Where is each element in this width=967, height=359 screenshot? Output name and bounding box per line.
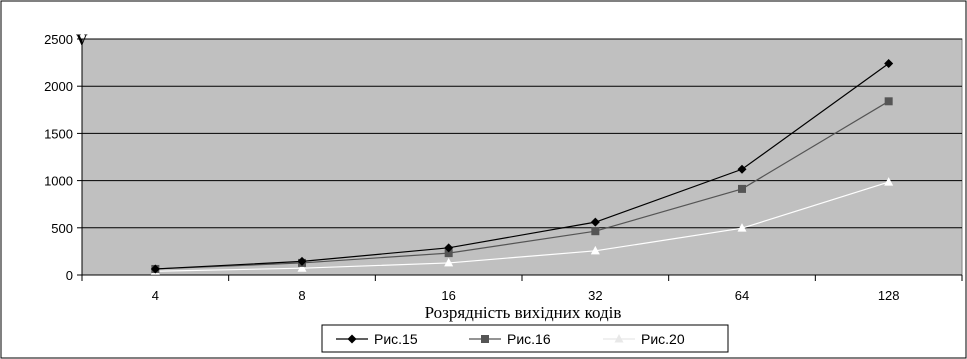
x-tick-label: 32 xyxy=(588,288,602,303)
legend-entry: Рис.20 xyxy=(603,331,685,347)
data-point xyxy=(884,177,894,186)
legend-label: Рис.20 xyxy=(641,331,685,347)
x-tick-label: 16 xyxy=(441,288,455,303)
y-tick-label: 0 xyxy=(66,268,73,283)
legend-swatch-marker xyxy=(347,334,357,344)
data-point xyxy=(738,184,746,193)
data-point xyxy=(737,223,747,232)
plot-area xyxy=(81,38,963,276)
x-tick-label: 8 xyxy=(298,288,305,303)
data-point xyxy=(297,256,307,266)
data-point xyxy=(590,245,600,255)
legend-label: Рис.15 xyxy=(374,331,418,347)
data-point xyxy=(591,227,600,236)
y-tick-label: 1000 xyxy=(44,174,73,189)
legend-label: Рис.16 xyxy=(507,331,551,347)
grid-lines xyxy=(82,38,962,229)
y-axis-label: V xyxy=(76,32,88,49)
series-line xyxy=(155,63,890,270)
y-tick-label: 500 xyxy=(51,221,73,236)
legend-entry: Рис.15 xyxy=(336,331,418,347)
series-diamond xyxy=(150,59,894,274)
series-line xyxy=(155,100,889,270)
data-point xyxy=(737,164,747,174)
y-tick-label: 2500 xyxy=(44,32,73,47)
data-point xyxy=(884,97,893,106)
data-point xyxy=(297,263,307,272)
data-point xyxy=(444,243,454,253)
y-axis: 0 500 1000 1500 2000 2500 xyxy=(44,32,83,283)
y-tick-label: 2000 xyxy=(44,79,73,94)
data-point xyxy=(590,217,600,227)
x-tick-label: 64 xyxy=(735,288,749,303)
x-tick-label: 128 xyxy=(878,288,900,303)
x-tick-label: 4 xyxy=(152,288,159,303)
legend-box xyxy=(321,324,729,353)
legend-entry: Рис.16 xyxy=(469,331,551,347)
data-point xyxy=(884,59,894,69)
data-point xyxy=(444,257,454,267)
series-line xyxy=(155,181,889,272)
legend-swatch-marker xyxy=(481,335,489,343)
x-axis: 4 8 16 32 64 128 xyxy=(81,274,963,303)
y-tick-label: 1500 xyxy=(44,126,73,141)
data-point xyxy=(444,249,453,258)
series-triangle xyxy=(150,177,894,275)
legend-swatch-marker xyxy=(614,334,624,343)
x-axis-label: Розрядність вихідних кодів xyxy=(425,303,622,322)
data-point xyxy=(150,264,160,274)
series-layer xyxy=(150,59,894,275)
legend: Рис.15 Рис.16 Рис.20 xyxy=(321,324,729,353)
